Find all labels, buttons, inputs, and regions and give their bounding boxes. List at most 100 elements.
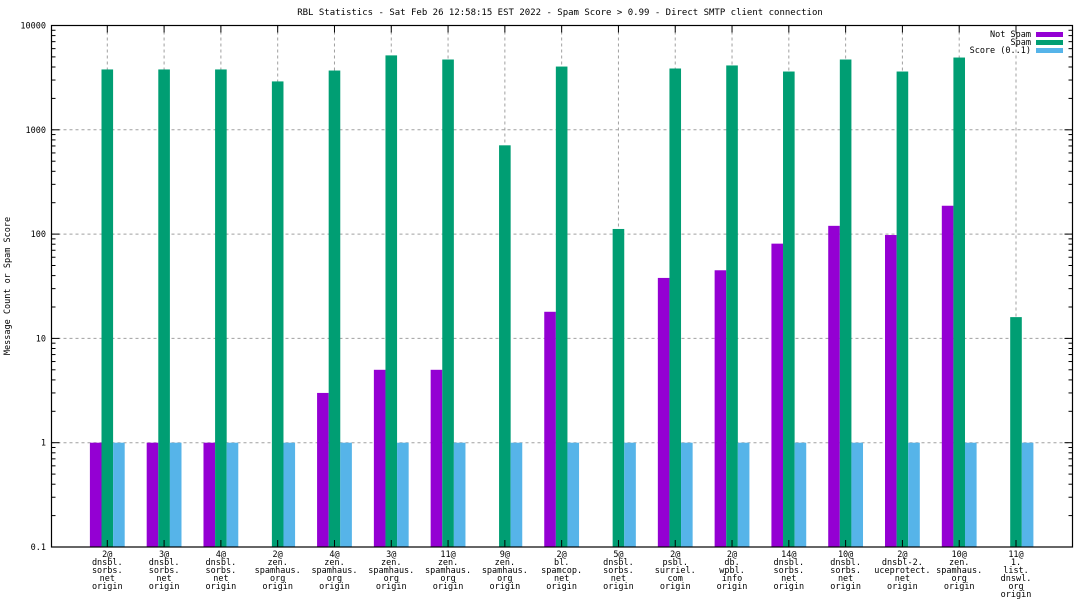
bar-spam <box>612 228 625 547</box>
x-tick-label-line: net <box>213 574 228 584</box>
x-tick-label-line: origin <box>92 582 123 592</box>
x-tick-label-line: origin <box>1001 590 1032 600</box>
x-tick-label-line: spamhaus. <box>936 566 982 576</box>
x-tick-label-line: 2@ <box>273 550 283 560</box>
x-tick-label-line: list. <box>1003 566 1029 576</box>
x-tick-label-line: 2@ <box>670 550 680 560</box>
legend-swatch-spam <box>1036 40 1063 45</box>
x-tick-label-line: zen. <box>438 558 458 568</box>
x-tick-label-line: net <box>838 574 853 584</box>
bar-score <box>169 442 182 547</box>
x-tick-label-line: sorbs. <box>603 566 634 576</box>
bar-score <box>226 442 239 547</box>
x-tick-label: 2@ bl. spamcop. net origin <box>541 550 582 592</box>
x-tick-label: 2@ zen. spamhaus. org origin <box>255 550 301 592</box>
x-tick-label-line: 11@ <box>440 550 455 560</box>
legend-swatch-score <box>1036 48 1063 53</box>
legend-label-score: Score (0..1) <box>970 46 1031 56</box>
x-tick-label-line: zen. <box>267 558 287 568</box>
x-tick-label-line: spamhaus. <box>311 566 357 576</box>
x-tick-label-line: org <box>327 574 342 584</box>
x-tick-label: 11@ 1. list. dnswl. org origin <box>1001 550 1032 600</box>
y-tick-labels: 0.1 1 10 100 1000 10000 <box>20 22 46 554</box>
x-tick-label-line: spamhaus. <box>255 566 301 576</box>
x-tick-label-line: bl. <box>554 558 569 568</box>
x-tick-label: 9@ zen. spamhaus. org origin <box>482 550 528 592</box>
y-tick-label: 1000 <box>26 126 46 136</box>
legend: Not Spam Spam Score (0..1) <box>970 30 1063 56</box>
x-tick-label-line: net <box>156 574 171 584</box>
bar-score <box>453 442 466 547</box>
bar-spam <box>328 70 341 547</box>
x-tick-label-line: psbl. <box>662 558 688 568</box>
x-tick-label-line: dnsbl. <box>773 558 804 568</box>
bar-not-spam <box>657 277 670 547</box>
x-tick-label-line: org <box>1008 582 1023 592</box>
bar-spam <box>726 65 738 547</box>
x-tick-label-line: origin <box>717 582 748 592</box>
bar-spam <box>839 59 852 548</box>
bar-score <box>113 442 125 547</box>
x-tick-label-line: dnsbl-2. <box>882 558 923 568</box>
bar-not-spam <box>714 270 727 547</box>
bar-spam <box>783 71 795 547</box>
x-tick-label: 2@ psbl. surriel. com origin <box>655 550 696 592</box>
bar-not-spam <box>317 392 329 547</box>
bar-score <box>965 442 977 547</box>
x-tick-label-line: info <box>722 574 742 584</box>
x-tick-label: 5@ dnsbl. sorbs. net origin <box>603 550 634 592</box>
x-tick-label-line: origin <box>660 582 691 592</box>
x-tick-label: 11@ zen. spamhaus. org origin <box>425 550 471 592</box>
bar-spam <box>101 69 114 547</box>
y-tick-label: 0.1 <box>31 543 46 553</box>
x-tick-label: 10@ zen. spamhaus. org origin <box>936 550 982 592</box>
x-tick-label-line: 3@ <box>386 550 396 560</box>
bar-not-spam <box>146 442 159 547</box>
x-tick-label-line: 2@ <box>897 550 907 560</box>
x-tick-label-line: zen. <box>949 558 969 568</box>
x-tick-label-line: dnsbl. <box>603 558 634 568</box>
bar-spam <box>669 68 682 548</box>
x-tick-label-line: origin <box>773 582 804 592</box>
x-tick-label-line: sorbs. <box>206 566 237 576</box>
bar-score <box>567 442 580 547</box>
legend-label-spam: Spam <box>1011 38 1031 48</box>
x-tick-label: 2@ dnsbl. sorbs. net origin <box>92 550 123 592</box>
x-tick-label-line: spamhaus. <box>482 566 528 576</box>
bar-spam <box>896 71 909 547</box>
bar-not-spam <box>828 225 840 547</box>
x-tick-label-line: sorbs. <box>92 566 123 576</box>
x-tick-label-line: dnsbl. <box>206 558 237 568</box>
x-tick-label-line: sorbs. <box>773 566 804 576</box>
x-tick-label-line: origin <box>546 582 577 592</box>
bar-score <box>283 442 296 547</box>
bar-spam <box>158 69 170 547</box>
x-tick-label-line: dnsbl. <box>92 558 123 568</box>
x-tick-label-line: 14@ <box>781 550 796 560</box>
bar-score <box>1021 442 1034 547</box>
x-tick-label-line: 1. <box>1011 558 1021 568</box>
x-tick-label-line: dnsbl. <box>830 558 861 568</box>
x-tick-label-line: net <box>781 574 796 584</box>
x-tick-label: 2@ db. wpbl. info origin <box>717 550 748 592</box>
x-tick-label-line: zen. <box>324 558 344 568</box>
x-tick-label-line: 4@ <box>216 550 226 560</box>
bar-score <box>681 442 693 547</box>
y-tick-label: 100 <box>31 230 46 240</box>
x-tick-label-line: spamhaus. <box>368 566 414 576</box>
bar-spam <box>499 145 511 547</box>
bars <box>89 55 1034 548</box>
x-tick-label: 2@ dnsbl-2. uceprotect. net origin <box>874 550 930 592</box>
x-tick-label-line: uceprotect. <box>874 566 930 576</box>
x-tick-label-line: zen. <box>381 558 401 568</box>
x-tick-label: 4@ dnsbl. sorbs. net origin <box>206 550 237 592</box>
bar-score <box>908 442 920 547</box>
y-axis-label: Message Count or Spam Score <box>3 217 13 355</box>
x-tick-label-line: zen. <box>495 558 515 568</box>
bar-score <box>510 442 523 547</box>
x-tick-label-line: 2@ <box>102 550 112 560</box>
x-tick-label-line: origin <box>206 582 237 592</box>
chart-title: RBL Statistics - Sat Feb 26 12:58:15 EST… <box>297 8 823 18</box>
